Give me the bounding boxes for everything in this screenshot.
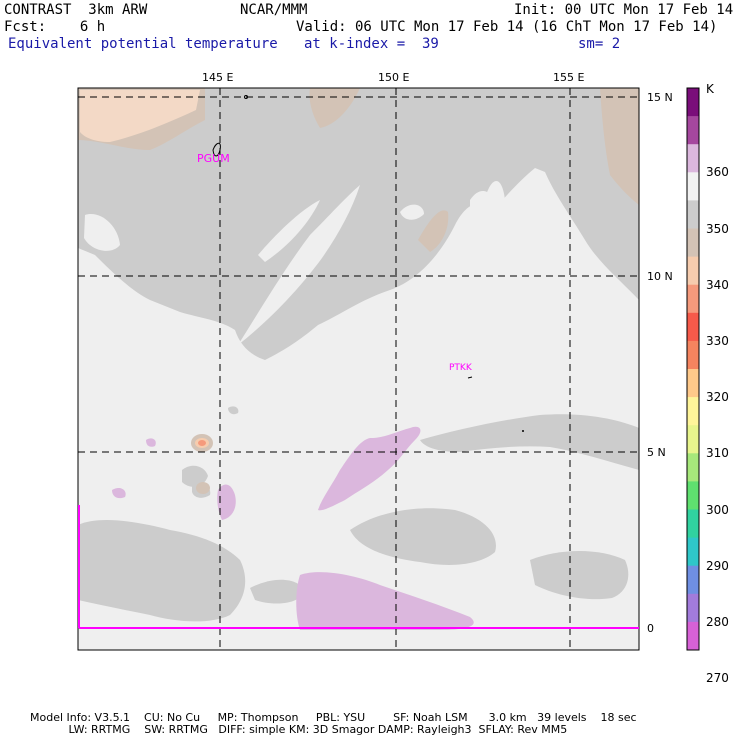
colorbar-swatch — [687, 537, 699, 567]
domain-boundary — [78, 505, 639, 629]
colorbar-swatch — [687, 481, 699, 510]
init-time: Init: 00 UTC Mon 17 Feb 14 — [514, 2, 734, 18]
colorbar-swatch — [687, 340, 699, 370]
colorbar-swatch — [687, 256, 699, 286]
colorbar-level-label: 340 — [706, 277, 729, 292]
colorbar-swatch — [687, 200, 699, 229]
station-label-pgum: PGUM — [197, 152, 230, 165]
island-marker — [522, 430, 524, 432]
institution-label: NCAR/MMM — [240, 2, 308, 18]
colorbar-level-label: 280 — [706, 614, 729, 629]
lat-lon-grid — [78, 88, 639, 650]
lat-label: 10 N — [647, 270, 673, 283]
model-info-line2: LW: RRTMG SW: RRTMG DIFF: simple KM: 3D … — [30, 723, 568, 736]
colorbar-swatch — [687, 621, 699, 651]
lat-label: 5 N — [647, 446, 666, 459]
lon-label: 155 E — [553, 71, 585, 84]
colorbar-swatch — [687, 144, 699, 173]
lat-label: 0 — [647, 622, 654, 635]
colorbar-swatch — [687, 509, 699, 539]
colorbar-level-label: 270 — [706, 671, 729, 686]
colorbar-level-label: 290 — [706, 558, 729, 573]
chuuk-coastline — [467, 376, 473, 379]
colorbar-frame — [686, 87, 700, 651]
model-info-line1: Model Info: V3.5.1 CU: No Cu MP: Thompso… — [30, 711, 637, 724]
lon-label: 150 E — [378, 71, 410, 84]
colorbar-swatch — [687, 228, 699, 258]
equivalent-potential-temperature-field — [78, 88, 639, 650]
station-label-ptkk: PTKK — [449, 363, 472, 373]
colorbar-level-label: 310 — [706, 446, 729, 461]
colorbar — [686, 87, 700, 651]
colorbar-swatch — [687, 425, 699, 454]
field-name: Equivalent potential temperature — [8, 36, 278, 52]
colorbar-level-label: 350 — [706, 221, 729, 236]
colorbar-swatch — [687, 312, 699, 342]
colorbar-swatch — [687, 565, 699, 595]
colorbar-level-label: 360 — [706, 165, 729, 180]
colorbar-swatch — [687, 284, 699, 314]
valid-time: Valid: 06 UTC Mon 17 Feb 14 (16 ChT Mon … — [296, 19, 718, 35]
colorbar-unit: K — [706, 82, 714, 96]
lon-label: 145 E — [202, 71, 234, 84]
colorbar-swatch — [687, 453, 699, 482]
colorbar-level-label: 320 — [706, 390, 729, 405]
colorbar-swatch — [687, 593, 699, 623]
smoothing: sm= 2 — [578, 36, 621, 52]
forecast-hour: Fcst: 6 h — [4, 19, 106, 35]
island-marker — [244, 95, 248, 99]
colorbar-swatch — [687, 369, 699, 398]
level-index: at k-index = 39 — [304, 36, 439, 52]
guam-coastline — [212, 142, 221, 157]
colorbar-swatch — [687, 116, 699, 145]
colorbar-level-label: 330 — [706, 333, 729, 348]
colorbar-swatch — [687, 172, 699, 201]
colorbar-swatch — [687, 88, 699, 117]
lat-label: 15 N — [647, 91, 673, 104]
colorbar-swatch — [687, 397, 699, 426]
model-title: CONTRAST 3km ARW — [4, 2, 148, 18]
colorbar-level-label: 300 — [706, 502, 729, 517]
